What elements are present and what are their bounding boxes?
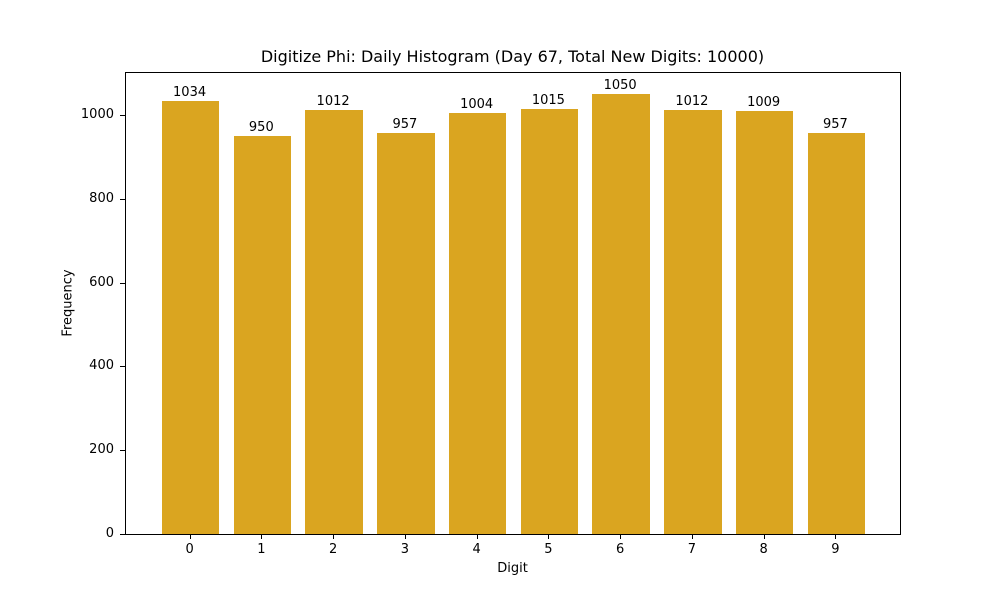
x-tick-label: 0 — [185, 542, 194, 557]
y-tick-mark — [120, 282, 125, 284]
x-tick-mark — [763, 534, 765, 539]
x-tick-mark — [691, 534, 693, 539]
x-tick-mark — [189, 534, 191, 539]
y-tick-label: 400 — [89, 358, 114, 374]
bar-digit-7 — [664, 109, 722, 534]
bar-value-label: 1012 — [316, 93, 350, 109]
bar-digit-1 — [233, 135, 292, 534]
y-tick-label: 1000 — [80, 106, 114, 122]
bar-value-label: 957 — [822, 116, 848, 132]
bar-digit-0 — [161, 100, 220, 534]
x-tick-label: 6 — [615, 542, 625, 557]
x-tick-mark — [333, 534, 335, 539]
bar-value-label: 1015 — [531, 92, 565, 108]
bar-value-label: 1012 — [675, 93, 709, 109]
y-tick-mark — [120, 114, 125, 116]
bar-value-label: 1034 — [173, 84, 207, 100]
y-tick-label: 200 — [89, 442, 114, 458]
x-tick-mark — [548, 534, 550, 539]
bar-value-label: 1050 — [603, 78, 637, 93]
x-tick-mark — [620, 534, 622, 539]
x-tick-label: 9 — [831, 542, 840, 557]
bar-digit-6 — [592, 94, 650, 534]
bar-value-label: 957 — [392, 116, 418, 132]
x-tick-mark — [261, 534, 263, 539]
x-tick-label: 5 — [544, 542, 553, 557]
x-axis-label: Digit — [497, 561, 528, 576]
bar-digit-9 — [807, 132, 866, 534]
y-tick-mark — [120, 198, 125, 200]
x-tick-mark — [476, 534, 478, 539]
x-tick-label: 7 — [687, 542, 697, 557]
plot-area — [125, 72, 901, 535]
y-tick-mark — [120, 366, 125, 368]
bar-digit-3 — [377, 132, 435, 534]
x-tick-mark — [404, 534, 406, 539]
y-tick-mark — [120, 450, 125, 452]
x-tick-label: 3 — [400, 542, 409, 557]
x-tick-label: 2 — [328, 542, 338, 557]
x-tick-label: 1 — [257, 542, 266, 557]
y-tick-label: 0 — [105, 526, 114, 541]
bar-digit-8 — [735, 111, 794, 534]
y-tick-mark — [120, 534, 125, 535]
x-tick-label: 4 — [472, 542, 481, 557]
x-tick-mark — [835, 534, 837, 539]
x-tick-label: 8 — [759, 542, 768, 557]
bar-digit-4 — [448, 113, 507, 534]
y-tick-label: 600 — [89, 274, 114, 290]
bar-value-label: 950 — [248, 119, 274, 135]
bar-digit-5 — [520, 108, 579, 534]
y-tick-label: 800 — [89, 190, 114, 206]
chart-title: Digitize Phi: Daily Histogram (Day 67, T… — [260, 47, 765, 66]
bar-digit-2 — [305, 109, 363, 534]
bar-value-label: 1004 — [460, 97, 494, 113]
bar-value-label: 1009 — [747, 95, 781, 111]
